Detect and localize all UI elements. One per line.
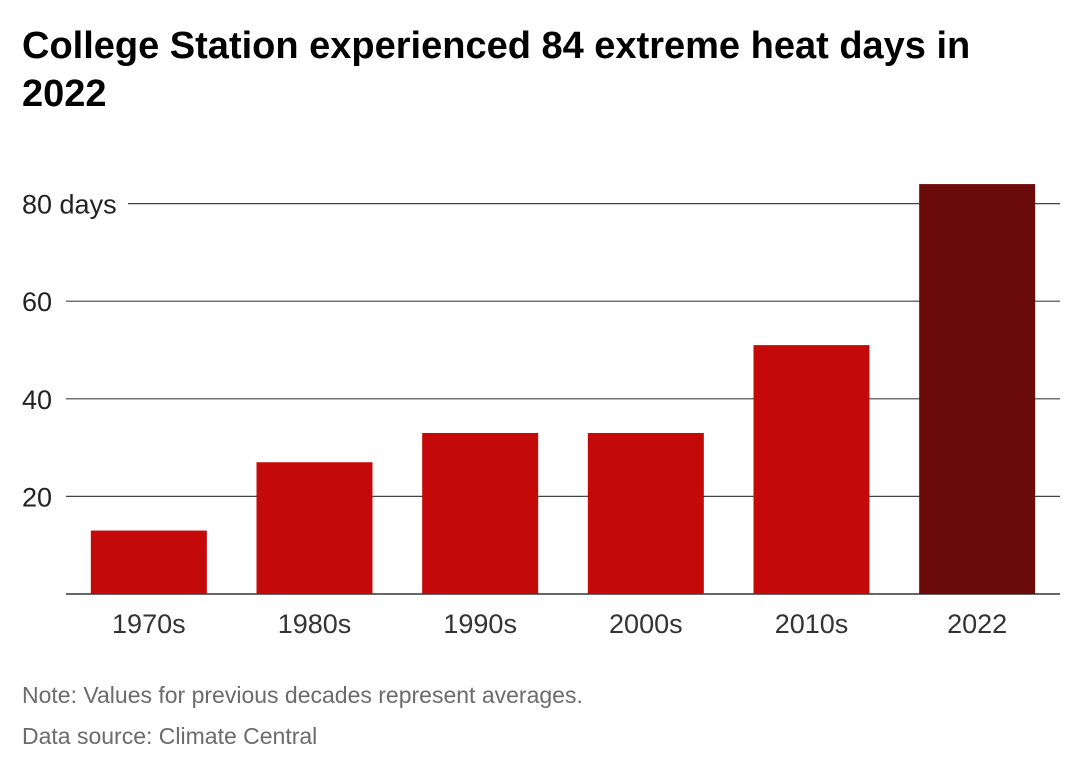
data-source: Data source: Climate Central <box>22 723 318 749</box>
bar-1990s <box>422 432 539 594</box>
bars <box>90 184 1036 594</box>
x-tick-label: 1970s <box>112 609 186 639</box>
bar-1980s <box>256 462 373 594</box>
bar-1970s <box>90 530 207 594</box>
x-tick-label: 2000s <box>609 609 683 639</box>
footnote: Note: Values for previous decades repres… <box>22 682 583 708</box>
bar-2010s <box>753 345 870 594</box>
gridlines <box>66 203 1060 595</box>
x-tick-label: 1980s <box>278 609 352 639</box>
y-tick-label: 20 <box>22 482 52 512</box>
y-axis-ticks: 20 40 60 80 days <box>22 190 117 513</box>
x-tick-label: 1990s <box>443 609 517 639</box>
y-tick-label: 40 <box>22 385 52 415</box>
y-tick-label: 80 days <box>22 190 117 220</box>
bar-2022 <box>919 184 1036 594</box>
y-tick-label: 60 <box>22 287 52 317</box>
chart-title: College Station experienced 84 extreme h… <box>22 25 971 115</box>
x-tick-label: 2010s <box>775 609 849 639</box>
x-tick-label: 2022 <box>947 609 1007 639</box>
bar-2000s <box>587 432 704 594</box>
x-axis-labels: 1970s 1980s 1990s 2000s 2010s 2022 <box>112 609 1007 639</box>
